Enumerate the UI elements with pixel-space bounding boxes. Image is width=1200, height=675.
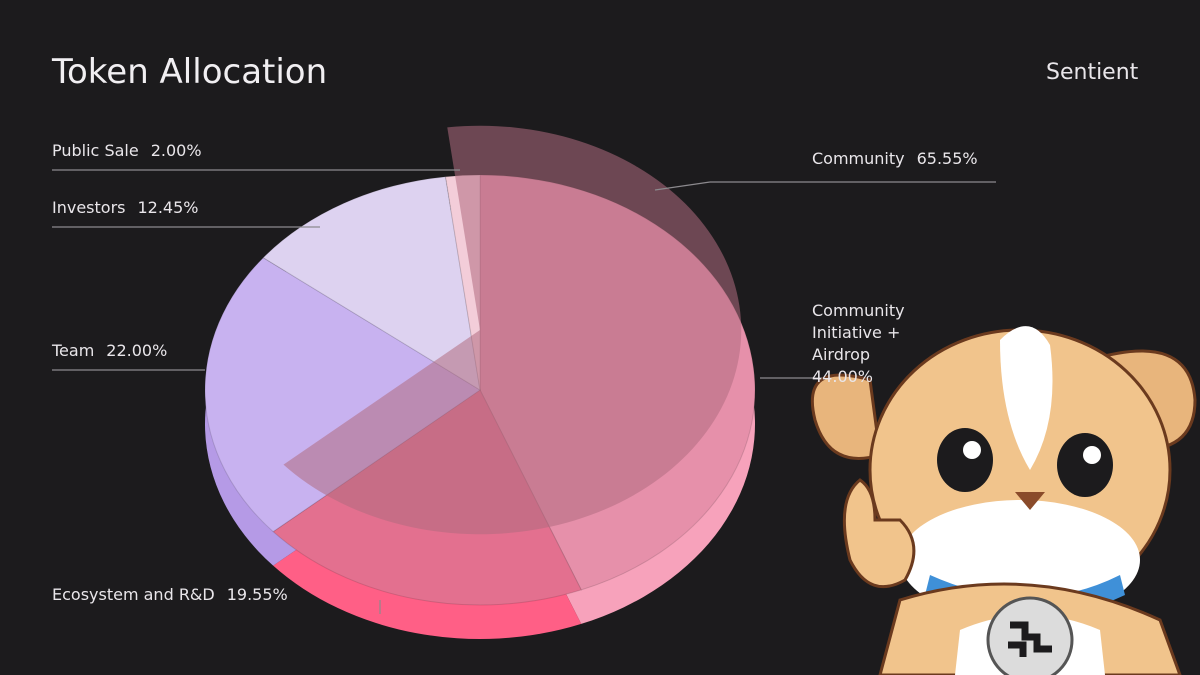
- brand-text: Sentient: [1046, 60, 1139, 85]
- group-value: 65.55%: [916, 149, 978, 168]
- slice-label: Team 22.00%: [52, 340, 179, 362]
- slice-name: Team: [52, 341, 95, 360]
- mascot: [810, 326, 1197, 675]
- slice-value: 19.55%: [226, 585, 288, 604]
- slice-label: Community Initiative + Airdrop 44.00%: [812, 300, 972, 388]
- pie-slice: [204, 257, 481, 533]
- slice-name: Ecosystem and R&D: [52, 585, 215, 604]
- slice-value: 44.00%: [812, 367, 874, 386]
- group-overlay: [283, 125, 742, 535]
- brand-name: Sentient: [1046, 60, 1138, 85]
- group-label: Community 65.55%: [812, 148, 990, 170]
- pie: [52, 125, 996, 639]
- slice-name: Public Sale: [52, 141, 139, 160]
- chart-title: Token Allocation: [52, 52, 328, 92]
- slice-name: Community Initiative + Airdrop: [812, 301, 905, 364]
- pie-slice: [262, 176, 481, 391]
- leader-line: [654, 181, 711, 191]
- slice-name: Investors: [52, 198, 126, 217]
- slice-value: 12.45%: [137, 198, 199, 217]
- group-name: Community: [812, 149, 905, 168]
- slice-value: 2.00%: [150, 141, 202, 160]
- slice-label: Ecosystem and R&D 19.55%: [52, 584, 300, 606]
- slice-label: Public Sale 2.00%: [52, 140, 214, 162]
- slice-value: 22.00%: [106, 341, 168, 360]
- slice-label: Investors 12.45%: [52, 197, 211, 219]
